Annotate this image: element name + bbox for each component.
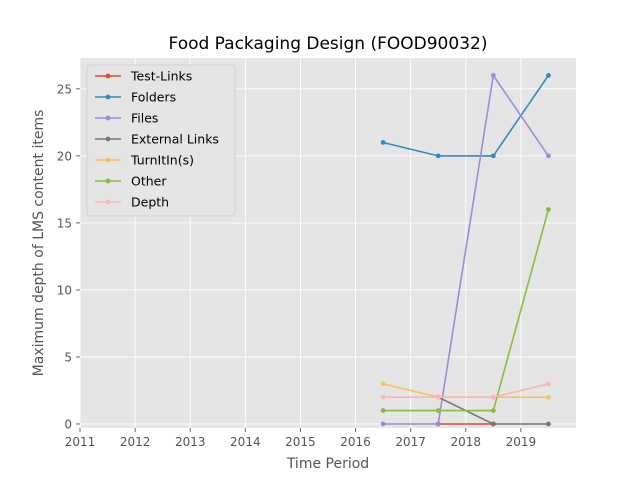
data-point bbox=[435, 408, 441, 413]
legend-marker bbox=[105, 178, 111, 184]
legend-label: External Links bbox=[131, 132, 219, 147]
series-line bbox=[383, 74, 550, 425]
data-point bbox=[490, 421, 496, 427]
y-tick-label: 5 bbox=[64, 350, 72, 364]
data-point bbox=[490, 408, 496, 413]
data-point bbox=[546, 207, 551, 212]
x-tick-label: 2014 bbox=[230, 435, 261, 449]
data-point bbox=[490, 73, 496, 78]
data-point bbox=[546, 394, 551, 400]
legend-marker bbox=[105, 157, 111, 163]
y-tick-label: 15 bbox=[57, 216, 72, 230]
x-axis-label: Time Period bbox=[286, 456, 369, 472]
y-tick-label: 20 bbox=[57, 149, 72, 163]
x-tick-label: 2013 bbox=[175, 435, 206, 449]
y-tick-label: 10 bbox=[57, 283, 72, 297]
data-point bbox=[435, 394, 441, 400]
legend-label: Files bbox=[131, 111, 158, 126]
legend-marker bbox=[105, 115, 111, 121]
x-axis: 2011 2012 2013 2014 2015 2016 2017 2018 2019 bbox=[65, 428, 536, 449]
legend-marker bbox=[105, 73, 111, 79]
y-tick-label: 25 bbox=[57, 82, 72, 96]
y-tick-label: 0 bbox=[64, 417, 72, 431]
x-tick-label: 2018 bbox=[451, 435, 482, 449]
series-layer bbox=[380, 73, 551, 427]
series-other bbox=[380, 207, 551, 413]
chart-title: Food Packaging Design (FOOD90032) bbox=[169, 34, 488, 54]
data-point bbox=[380, 140, 386, 145]
series-line bbox=[383, 209, 550, 412]
data-point bbox=[435, 421, 441, 427]
data-point bbox=[546, 381, 551, 387]
x-tick-label: 2017 bbox=[395, 435, 426, 449]
data-point bbox=[490, 153, 496, 159]
x-tick-label: 2012 bbox=[120, 435, 151, 449]
series-depth bbox=[380, 381, 551, 400]
legend-label: Other bbox=[131, 174, 167, 189]
legend-label: Test-Links bbox=[130, 69, 192, 84]
legend-box bbox=[86, 64, 236, 217]
data-point bbox=[380, 381, 386, 387]
x-tick-label: 2011 bbox=[65, 435, 96, 449]
legend-label: Folders bbox=[131, 90, 176, 105]
data-point bbox=[546, 73, 551, 78]
data-point bbox=[380, 408, 386, 413]
x-tick-label: 2016 bbox=[340, 435, 371, 449]
x-tick-label: 2015 bbox=[285, 435, 316, 449]
data-point bbox=[380, 394, 386, 400]
y-axis-label: Maximum depth of LMS content items bbox=[31, 110, 47, 377]
series-files bbox=[380, 73, 551, 427]
data-point bbox=[546, 421, 551, 427]
data-point bbox=[435, 153, 441, 159]
data-point bbox=[380, 421, 386, 427]
data-point bbox=[546, 153, 551, 159]
legend-label: Depth bbox=[131, 195, 169, 210]
data-point bbox=[490, 394, 496, 400]
series-line bbox=[383, 383, 549, 399]
legend-marker bbox=[105, 94, 111, 100]
legend: Test-Links Folders Files External Links Turn… bbox=[86, 64, 236, 217]
legend-marker bbox=[105, 199, 111, 205]
y-axis: 0 5 10 15 20 25 bbox=[57, 82, 80, 431]
legend-label: TurnItIn(s) bbox=[130, 153, 194, 168]
legend-marker bbox=[105, 136, 111, 142]
x-tick-label: 2019 bbox=[506, 435, 537, 449]
